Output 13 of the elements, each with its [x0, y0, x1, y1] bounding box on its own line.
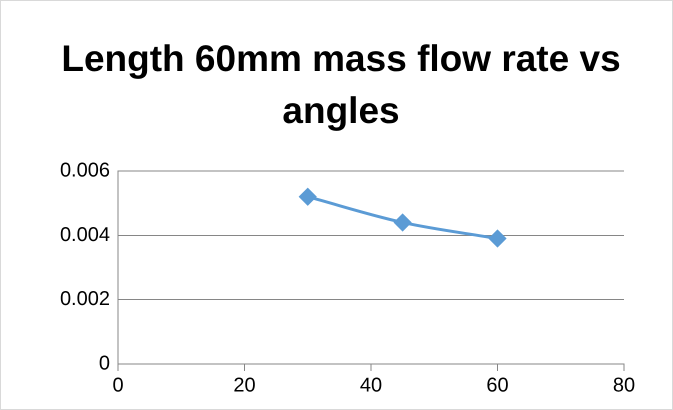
- y-tick-label: 0.004: [60, 224, 110, 246]
- y-tick-label: 0: [98, 352, 110, 375]
- x-tick-label: 40: [360, 374, 382, 397]
- x-tick-label: 60: [486, 374, 509, 397]
- point: [299, 188, 316, 206]
- point: [394, 214, 412, 231]
- x-tick-label: 80: [612, 374, 636, 397]
- x-tick-label: 0: [112, 374, 124, 397]
- chart-title: Length 60mm mass flow rate vs angles: [61, 37, 621, 133]
- y-tick-label: 0.006: [60, 160, 110, 182]
- point: [489, 230, 506, 248]
- x-tick-label: 20: [233, 374, 256, 397]
- y-tick-label: 0.002: [60, 288, 110, 310]
